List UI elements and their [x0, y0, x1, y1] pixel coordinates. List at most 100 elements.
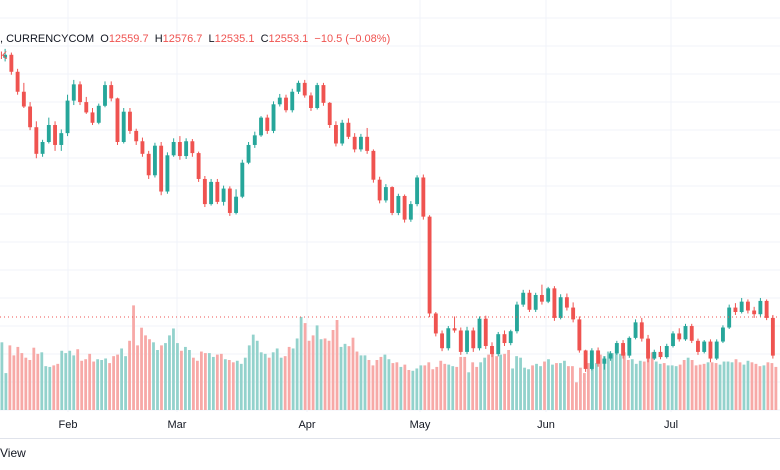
x-tick-label: Mar [168, 419, 187, 431]
volume-bar [36, 353, 40, 410]
close-value: 12553.1 [268, 33, 309, 45]
candle-body [421, 177, 426, 217]
volume-bar [279, 357, 283, 410]
candle-body [714, 341, 719, 359]
candle-body [103, 85, 107, 106]
volume-bar [610, 353, 614, 410]
candle-body [683, 326, 688, 340]
volume-bar [148, 339, 151, 410]
footer-link[interactable]: View [0, 446, 26, 460]
volume-bar [531, 365, 534, 410]
volume-bar [64, 353, 68, 410]
volume-bar [347, 346, 351, 410]
volume-bar [251, 334, 255, 410]
volume-bar [72, 355, 76, 410]
volume-bar [219, 353, 223, 410]
x-tick-label: May [410, 419, 431, 431]
volume-bar [168, 335, 171, 410]
volume-bar [758, 366, 762, 410]
volume-bar [626, 360, 630, 410]
candle-body [383, 187, 388, 201]
volume-bar [267, 357, 271, 410]
candle-body [658, 351, 663, 358]
volume-bar [439, 360, 443, 410]
candle-body [59, 133, 64, 145]
candle-body [53, 125, 57, 145]
volume-bar [571, 366, 574, 410]
volume-bar [351, 337, 355, 410]
volume-bar [662, 363, 666, 410]
footer-divider [0, 438, 780, 439]
candle-body [490, 346, 494, 355]
candle-body [202, 178, 207, 205]
volume-bar [231, 362, 235, 410]
candle-body [365, 136, 370, 151]
candle-body [396, 195, 401, 213]
volume-bar [499, 354, 503, 410]
candle-body [296, 82, 301, 92]
volume-bar [235, 360, 239, 410]
candle-body [458, 330, 463, 352]
candle-body [21, 91, 26, 107]
candle-body [215, 181, 220, 202]
high-label: H [154, 33, 163, 45]
volume-bar [447, 364, 451, 410]
candle-body [652, 351, 657, 359]
candle-body [571, 307, 576, 320]
volume-bar [48, 366, 52, 410]
volume-bar [559, 363, 562, 410]
volume-bar [543, 361, 546, 410]
volume-bar [467, 372, 471, 410]
candle-body [71, 84, 76, 101]
candle-body [596, 350, 601, 364]
x-tick-label: Jun [537, 419, 555, 431]
volume-bar [594, 363, 598, 410]
volume-bar [770, 363, 774, 410]
volume-bar [567, 366, 570, 410]
volume-bar [160, 345, 163, 410]
volume-legend: K [0, 50, 8, 62]
candle-body [290, 91, 295, 111]
volume-bar [307, 340, 311, 410]
volume-bar [335, 320, 339, 410]
volume-bar [8, 345, 12, 410]
candle-body [352, 136, 357, 150]
candle-body [171, 142, 176, 156]
candle-body [521, 292, 526, 305]
volume-bar [100, 360, 104, 410]
volume-bar [495, 356, 499, 410]
change-value: −10.5 (−0.08%) [314, 33, 391, 45]
high-value: 12576.7 [162, 33, 203, 45]
candle-body [633, 322, 638, 338]
volume-bar [359, 355, 363, 410]
volume-bar [415, 368, 419, 410]
volume-bar [614, 346, 618, 410]
volume-bar [714, 363, 718, 410]
volume-bar [742, 364, 746, 410]
volume-bar [176, 343, 179, 410]
volume-bar [180, 350, 183, 410]
volume-bar [343, 343, 347, 410]
volume-bar [363, 355, 367, 410]
candle-body [134, 130, 139, 142]
volume-bar [184, 346, 187, 410]
candle-body [221, 188, 226, 202]
volume-bar [28, 360, 32, 410]
candle-body [739, 301, 744, 312]
volume-bar [120, 348, 123, 410]
volume-bar [199, 351, 203, 410]
volume-bar [88, 353, 92, 410]
candle-body [764, 300, 769, 318]
volume-bar [203, 353, 207, 410]
volume-bar [583, 373, 586, 410]
volume-bar [551, 364, 554, 410]
candle-body [696, 340, 700, 352]
candle-body [390, 187, 395, 213]
volume-bar [746, 360, 750, 410]
candle-body [589, 350, 594, 369]
candle-body [664, 346, 669, 358]
volume-bar [227, 360, 231, 410]
volume-bar [547, 359, 550, 410]
volume-bar [164, 343, 167, 410]
